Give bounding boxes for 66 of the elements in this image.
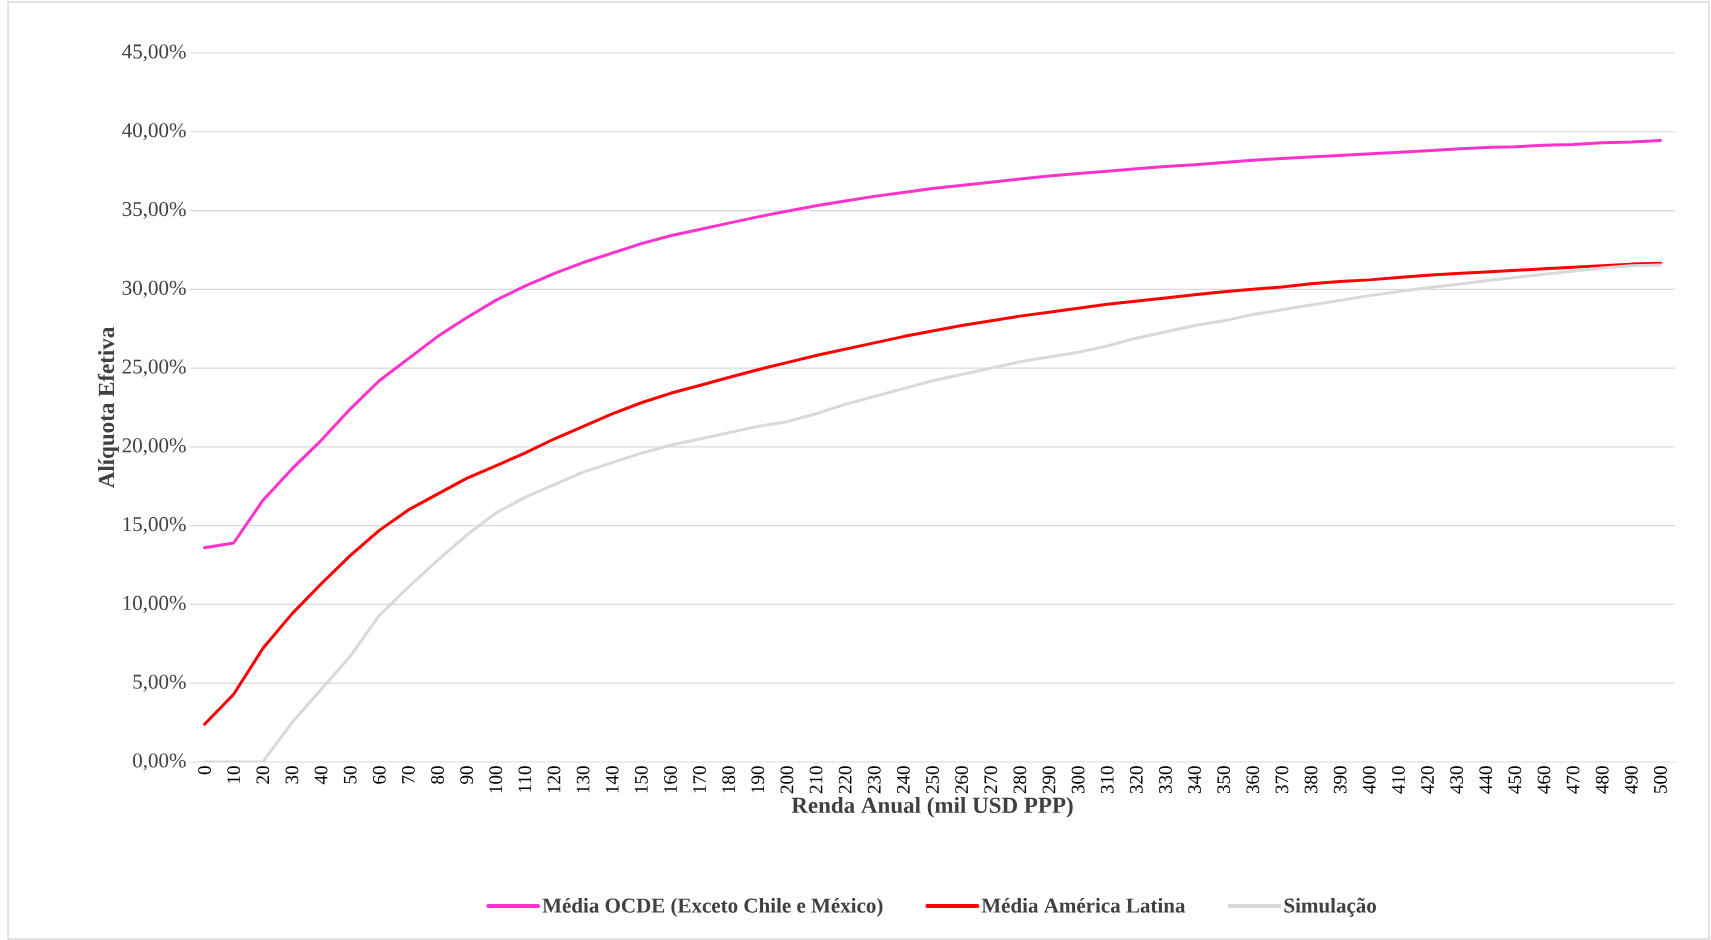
x-tick-label: 330 — [1159, 766, 1172, 794]
x-tick-label: 0 — [198, 766, 211, 775]
x-tick-label: 470 — [1566, 766, 1580, 794]
x-tick-label: 460 — [1537, 766, 1551, 794]
y-axis-title: Alíquota Efetiva — [97, 327, 119, 489]
y-tick-label: 20,00% — [122, 438, 186, 456]
legend-label: Simulação — [1284, 897, 1377, 917]
y-tick-label: 25,00% — [122, 359, 186, 377]
x-tick-label: 280 — [1013, 766, 1027, 794]
x-tick-label: 400 — [1362, 766, 1376, 794]
x-tick-label: 110 — [518, 766, 532, 792]
x-tick-label: 250 — [926, 766, 939, 794]
x-tick-label: 50 — [343, 766, 357, 784]
y-tick-label: 15,00% — [123, 517, 186, 535]
y-tick-label: 30,00% — [122, 280, 186, 298]
x-axis-title: Renda Anual (mil USD PPP) — [791, 796, 1073, 818]
x-tick-label: 40 — [314, 766, 328, 785]
x-tick-label: 70 — [401, 766, 415, 784]
y-tick-label: 10,00% — [123, 595, 186, 614]
x-tick-label: 340 — [1188, 766, 1201, 794]
legend-label: Média América Latina — [981, 897, 1186, 913]
x-tick-label: 480 — [1595, 766, 1609, 794]
x-tick-label: 100 — [489, 766, 503, 793]
x-tick-label: 170 — [693, 766, 706, 793]
x-tick-label: 350 — [1217, 766, 1231, 794]
x-tick-label: 150 — [634, 766, 648, 793]
legend-label: Média OCDE (Exceto Chile e México) — [542, 897, 883, 917]
x-tick-label: 200 — [780, 766, 794, 794]
y-tick-label: 35,00% — [122, 201, 186, 220]
x-tick-label: 490 — [1624, 766, 1638, 794]
x-tick-label: 20 — [256, 766, 270, 784]
x-tick-label: 190 — [751, 766, 765, 793]
x-tick-label: 450 — [1508, 766, 1522, 794]
x-tick-label: 380 — [1304, 766, 1318, 794]
x-tick-label: 360 — [1246, 766, 1260, 794]
x-tick-label: 130 — [576, 766, 590, 793]
x-tick-label: 80 — [431, 766, 444, 784]
x-tick-label: 220 — [838, 766, 852, 794]
x-tick-label: 300 — [1071, 766, 1085, 794]
x-tick-label: 210 — [809, 766, 823, 794]
x-tick-label: 390 — [1333, 766, 1347, 794]
x-tick-label: 230 — [867, 766, 881, 794]
x-tick-label: 410 — [1391, 766, 1405, 794]
x-tick-label: 260 — [955, 766, 969, 794]
y-tick-label: 5,00% — [133, 674, 186, 692]
x-tick-label: 420 — [1421, 766, 1434, 794]
x-tick-label: 90 — [460, 766, 474, 784]
x-tick-label: 370 — [1275, 766, 1289, 794]
x-tick-label: 320 — [1129, 766, 1143, 794]
y-tick-label: 0,00% — [133, 753, 186, 771]
x-tick-label: 140 — [605, 766, 619, 793]
x-tick-label: 60 — [372, 766, 386, 784]
x-tick-label: 180 — [722, 766, 736, 793]
x-tick-label: 310 — [1100, 766, 1114, 794]
x-tick-label: 500 — [1654, 766, 1667, 793]
y-tick-label: 45,00% — [122, 44, 186, 62]
x-tick-label: 290 — [1042, 766, 1056, 794]
x-tick-label: 10 — [227, 766, 241, 783]
x-tick-label: 30 — [285, 766, 299, 784]
x-tick-label: 240 — [896, 766, 910, 794]
y-tick-label: 40,00% — [122, 123, 186, 141]
x-tick-label: 270 — [984, 766, 998, 794]
x-tick-label: 430 — [1450, 766, 1464, 794]
x-tick-label: 160 — [664, 766, 677, 793]
x-tick-label: 440 — [1479, 766, 1493, 794]
x-tick-label: 120 — [547, 766, 561, 793]
